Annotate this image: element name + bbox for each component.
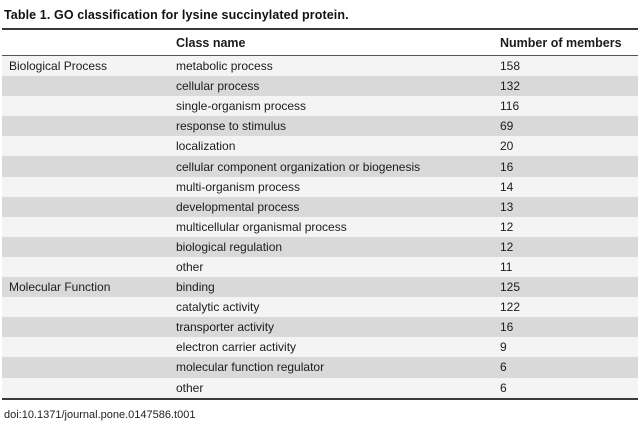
class-name-cell: binding (176, 280, 215, 295)
table-row: multi-organism process 14 (2, 176, 638, 197)
class-name-cell: multicellular organismal process (176, 219, 347, 234)
class-name-cell: developmental process (176, 199, 300, 214)
header-class-name-cell: Class name (176, 35, 246, 50)
table-row: cellular component organization or bioge… (2, 156, 638, 177)
members-cell: 125 (500, 280, 521, 295)
class-name-cell: other (176, 380, 204, 395)
table-row: Biological Process metabolic process 158 (2, 56, 638, 77)
class-name-cell: catalytic activity (176, 300, 260, 315)
table-row: response to stimulus 69 (2, 116, 638, 137)
table-row: other 11 (2, 256, 638, 278)
members-cell: 13 (500, 199, 514, 214)
members-cell: 69 (500, 119, 514, 134)
doi-text: doi:10.1371/journal.pone.0147586.t001 (4, 408, 196, 421)
class-name-cell: response to stimulus (176, 119, 287, 134)
table-title: Table 1. GO classification for lysine su… (4, 8, 349, 22)
class-name-cell: single-organism process (176, 99, 307, 114)
members-cell: 11 (500, 259, 513, 274)
members-cell: 116 (500, 99, 520, 114)
table-row: biological regulation 12 (2, 236, 638, 257)
table-row: cellular process 132 (2, 76, 638, 97)
members-cell: 6 (500, 360, 507, 375)
members-cell: 122 (500, 300, 521, 315)
class-name-cell: metabolic process (176, 59, 273, 74)
members-cell: 16 (500, 159, 514, 174)
members-cell: 132 (500, 79, 521, 94)
class-name-cell: cellular component organization or bioge… (176, 159, 421, 174)
table-body: Biological Process metabolic process 158 ce… (2, 56, 638, 400)
table-row: localization 20 (2, 136, 638, 157)
table-header-row: Class name Number of members (2, 28, 638, 56)
table-row: developmental process 13 (2, 196, 638, 217)
members-cell: 20 (500, 139, 514, 154)
category-cell: Biological Process (9, 59, 108, 74)
table-row: multicellular organismal process 12 (2, 216, 638, 237)
members-cell: 158 (500, 59, 521, 74)
table-row: Molecular Function binding 125 (2, 277, 638, 298)
table-row: catalytic activity 122 (2, 297, 638, 318)
table-row: other 6 (2, 377, 638, 398)
table-row: electron carrier activity 9 (2, 337, 638, 358)
class-name-cell: transporter activity (176, 320, 275, 335)
class-name-cell: localization (176, 139, 236, 154)
table-row: transporter activity 16 (2, 317, 638, 338)
members-cell: 16 (500, 320, 514, 335)
members-cell: 12 (500, 239, 514, 254)
members-cell: 12 (500, 219, 514, 234)
class-name-cell: electron carrier activity (176, 340, 297, 355)
table-row: single-organism process 116 (2, 96, 638, 117)
class-name-cell: other (176, 259, 204, 274)
class-name-cell: biological regulation (176, 239, 283, 254)
go-classification-table: Class name Number of members Biological … (2, 28, 638, 400)
class-name-cell: multi-organism process (176, 179, 301, 194)
class-name-cell: molecular function regulator (176, 360, 325, 375)
members-cell: 9 (500, 340, 507, 355)
class-name-cell: cellular process (176, 79, 260, 94)
category-cell: Molecular Function (9, 280, 111, 295)
members-cell: 6 (500, 380, 507, 395)
members-cell: 14 (500, 179, 514, 194)
table-row: molecular function regulator 6 (2, 357, 638, 378)
header-members-cell: Number of members (500, 35, 622, 50)
